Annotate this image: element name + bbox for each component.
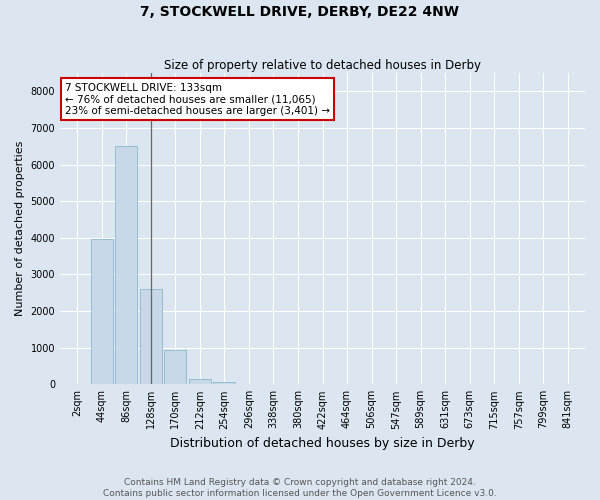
Text: Contains HM Land Registry data © Crown copyright and database right 2024.
Contai: Contains HM Land Registry data © Crown c…	[103, 478, 497, 498]
Y-axis label: Number of detached properties: Number of detached properties	[15, 141, 25, 316]
Bar	[164, 350, 187, 384]
Bar	[140, 289, 162, 384]
Bar	[91, 238, 113, 384]
Text: 7 STOCKWELL DRIVE: 133sqm
← 76% of detached houses are smaller (11,065)
23% of s: 7 STOCKWELL DRIVE: 133sqm ← 76% of detac…	[65, 82, 330, 116]
Title: Size of property relative to detached houses in Derby: Size of property relative to detached ho…	[164, 59, 481, 72]
X-axis label: Distribution of detached houses by size in Derby: Distribution of detached houses by size …	[170, 437, 475, 450]
Bar	[214, 382, 235, 384]
Bar	[189, 379, 211, 384]
Bar	[115, 146, 137, 384]
Text: 7, STOCKWELL DRIVE, DERBY, DE22 4NW: 7, STOCKWELL DRIVE, DERBY, DE22 4NW	[140, 5, 460, 19]
